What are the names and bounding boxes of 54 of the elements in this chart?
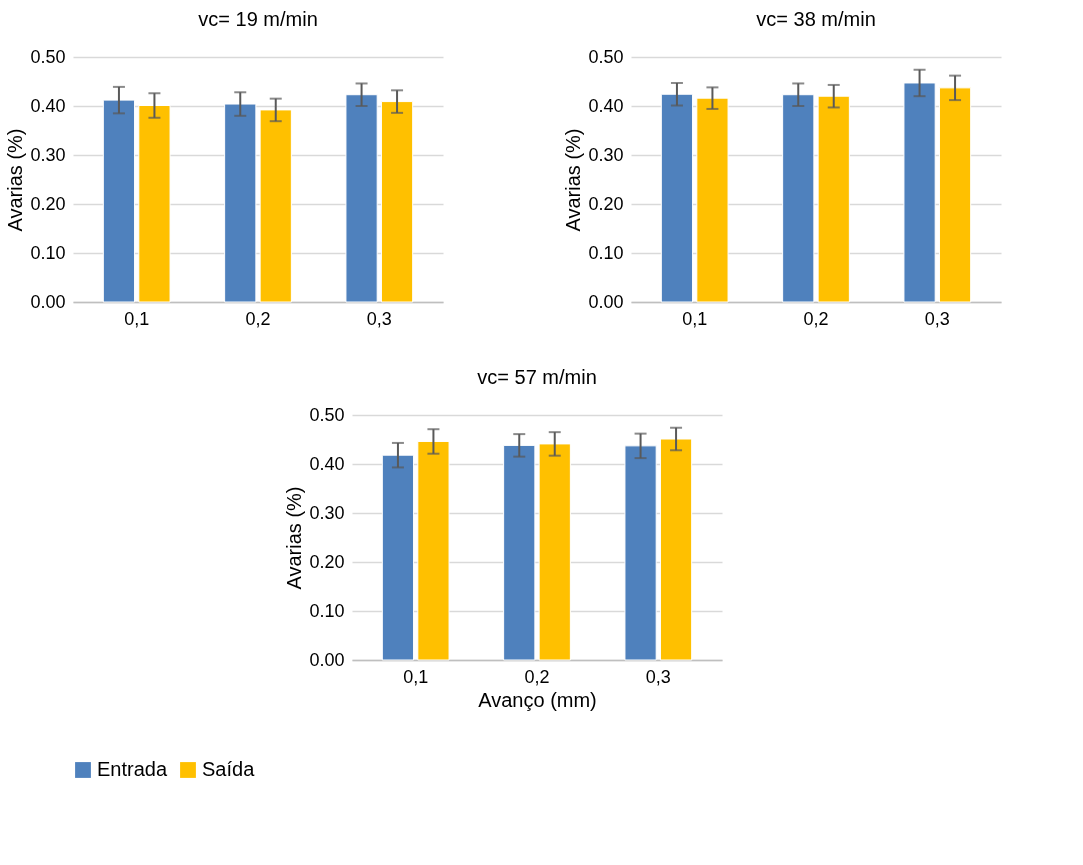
chart-title: vc= 57 m/min [477, 366, 597, 388]
y-axis-title: Avarias (%) [4, 128, 27, 232]
bar [624, 445, 657, 661]
y-tick-label: 0.40 [588, 95, 624, 116]
bar [503, 444, 536, 661]
bar [903, 82, 936, 303]
bar [381, 454, 415, 661]
chart-title: vc= 38 m/min [756, 8, 876, 30]
y-tick-label: 0.00 [309, 649, 345, 670]
y-tick-label: 0.50 [309, 404, 345, 425]
y-tick-label: 0.30 [309, 502, 345, 523]
x-tick-label: 0,2 [524, 666, 550, 687]
y-tick-label: 0.20 [309, 551, 345, 572]
bar [380, 101, 414, 303]
x-tick-label: 0,3 [924, 308, 950, 329]
x-axis-title: Avanço (mm) [478, 688, 597, 711]
x-tick-label: 0,1 [403, 666, 429, 687]
y-tick-label: 0.00 [30, 291, 66, 312]
bar [696, 97, 729, 303]
x-tick-label: 0,2 [803, 308, 829, 329]
y-tick-label: 0.50 [30, 46, 66, 67]
x-tick-label: 0,3 [366, 308, 392, 329]
y-tick-label: 0.20 [588, 193, 624, 214]
y-tick-label: 0.40 [309, 453, 345, 474]
bar [417, 440, 450, 661]
y-tick-label: 0.10 [30, 242, 66, 263]
bar [102, 99, 136, 303]
y-tick-label: 0.40 [30, 95, 66, 116]
y-axis-title: Avarias (%) [562, 128, 585, 232]
x-tick-label: 0,1 [682, 308, 708, 329]
bar [660, 93, 694, 303]
bar [782, 94, 815, 303]
y-tick-label: 0.10 [588, 242, 624, 263]
chart-title: vc= 19 m/min [198, 8, 318, 30]
bar [538, 443, 571, 661]
legend-label: Entrada [97, 758, 168, 780]
y-tick-label: 0.50 [588, 46, 624, 67]
x-tick-label: 0,1 [124, 308, 150, 329]
bar [938, 87, 972, 303]
y-tick-label: 0.30 [588, 144, 624, 165]
y-tick-label: 0.10 [309, 600, 345, 621]
legend-label: Saída [202, 758, 256, 780]
bar [817, 95, 850, 303]
y-tick-label: 0.30 [30, 144, 66, 165]
bar [659, 438, 693, 661]
bar [224, 103, 257, 303]
y-tick-label: 0.20 [30, 193, 66, 214]
bar [259, 109, 292, 303]
x-tick-label: 0,3 [645, 666, 671, 687]
y-axis-title: Avarias (%) [283, 486, 306, 590]
bar [345, 94, 378, 303]
y-tick-label: 0.00 [588, 291, 624, 312]
bar [138, 105, 171, 303]
x-tick-label: 0,2 [245, 308, 271, 329]
